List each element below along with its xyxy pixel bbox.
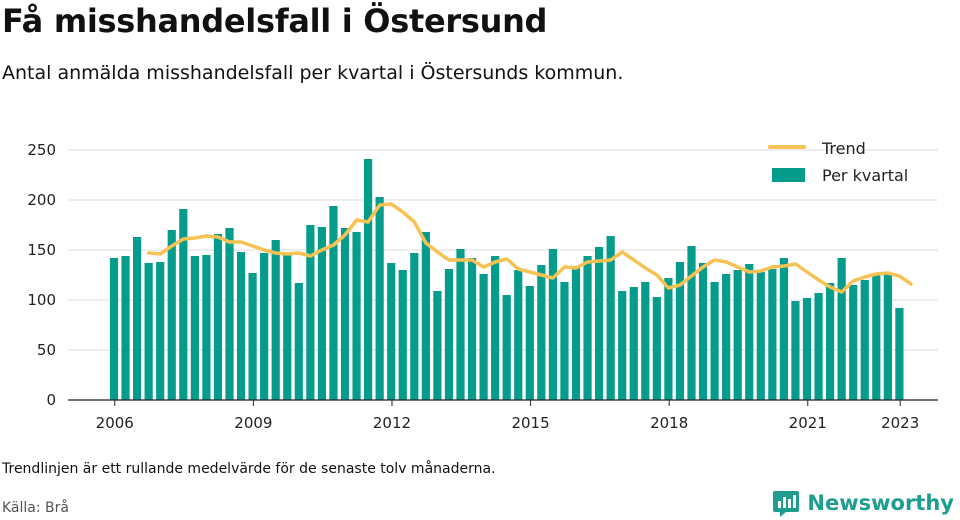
x-tick-label: 2009 bbox=[234, 414, 272, 432]
y-tick-label: 250 bbox=[27, 141, 56, 159]
bar bbox=[398, 270, 407, 400]
bar bbox=[352, 232, 361, 400]
bar bbox=[225, 228, 234, 400]
bar bbox=[652, 297, 661, 400]
bar bbox=[756, 272, 765, 400]
bar bbox=[745, 264, 754, 400]
trend-line-layer bbox=[146, 202, 913, 294]
bar bbox=[387, 263, 396, 400]
bar bbox=[133, 237, 142, 400]
trend-line bbox=[146, 202, 913, 294]
bar bbox=[606, 236, 615, 400]
bar bbox=[236, 252, 246, 400]
bar bbox=[514, 270, 523, 400]
legend-trend-swatch bbox=[768, 145, 806, 149]
bar bbox=[121, 256, 130, 400]
x-tick-label: 2023 bbox=[881, 414, 919, 432]
bar bbox=[722, 274, 731, 400]
bar bbox=[872, 275, 881, 400]
legend-bar-label: Per kvartal bbox=[822, 166, 908, 185]
bar bbox=[306, 225, 315, 400]
x-tick-label: 2015 bbox=[511, 414, 549, 432]
bar bbox=[583, 256, 592, 400]
bar bbox=[491, 256, 500, 400]
bar bbox=[849, 285, 858, 400]
axes: 0 50 100 150 200 250 2006 2009 2012 2015 2018 2021 2… bbox=[27, 141, 938, 432]
bar-chart: 0 50 100 150 200 250 2006 2009 2012 2015 2018 2021 2… bbox=[27, 139, 938, 432]
bar bbox=[571, 266, 581, 400]
bar bbox=[560, 282, 569, 400]
x-tick-label: 2018 bbox=[650, 414, 688, 432]
bar bbox=[190, 256, 199, 400]
bar bbox=[317, 227, 326, 400]
bar bbox=[260, 253, 269, 400]
legend-bar-swatch bbox=[772, 168, 805, 182]
y-tick-label: 150 bbox=[27, 241, 56, 259]
bar bbox=[814, 293, 823, 400]
bar bbox=[421, 232, 430, 400]
bar bbox=[595, 247, 604, 400]
x-tick-label: 2021 bbox=[789, 414, 827, 432]
bar bbox=[826, 283, 835, 400]
bar bbox=[456, 249, 465, 400]
bar bbox=[479, 274, 488, 400]
bar bbox=[340, 228, 350, 400]
y-tick-label: 100 bbox=[27, 291, 56, 309]
footnote: Trendlinjen är ett rullande medelvärde f… bbox=[2, 461, 496, 477]
source-label: Källa: Brå bbox=[2, 500, 69, 516]
bar bbox=[548, 249, 557, 400]
bar bbox=[202, 255, 211, 400]
bar bbox=[294, 283, 303, 400]
bar bbox=[329, 206, 338, 400]
bars bbox=[109, 159, 904, 400]
bar bbox=[444, 269, 454, 400]
x-tick-label: 2012 bbox=[373, 414, 411, 432]
bar bbox=[698, 263, 708, 400]
bar bbox=[537, 265, 546, 400]
legend-trend-label: Trend bbox=[821, 139, 866, 158]
bar bbox=[664, 278, 673, 400]
bar bbox=[618, 291, 627, 400]
bar bbox=[675, 262, 685, 400]
bar bbox=[860, 280, 869, 400]
bar bbox=[144, 263, 153, 400]
bar bbox=[883, 274, 892, 400]
bar bbox=[641, 282, 650, 400]
bar bbox=[802, 298, 812, 400]
bar bbox=[502, 295, 511, 400]
bar bbox=[710, 282, 719, 400]
bar bbox=[629, 287, 638, 400]
bar bbox=[895, 308, 904, 400]
bar bbox=[109, 258, 119, 400]
bar bbox=[156, 262, 165, 400]
brand-name: Newsworthy bbox=[807, 491, 954, 515]
chart-title: Få misshandelsfall i Östersund bbox=[2, 2, 548, 40]
bar bbox=[837, 258, 846, 400]
bar bbox=[733, 270, 742, 400]
bar bbox=[213, 234, 223, 400]
bar bbox=[410, 253, 419, 400]
bar bbox=[791, 301, 800, 400]
bar bbox=[271, 240, 280, 400]
bar bbox=[433, 291, 442, 400]
legend: Trend Per kvartal bbox=[768, 139, 908, 185]
bar bbox=[364, 159, 373, 400]
bar bbox=[687, 246, 696, 400]
y-tick-label: 0 bbox=[46, 391, 56, 409]
bar bbox=[179, 209, 188, 400]
bar bbox=[248, 273, 257, 400]
bar bbox=[167, 230, 176, 400]
brand-logo[interactable]: Newsworthy bbox=[771, 488, 954, 518]
newsworthy-logo-icon bbox=[773, 491, 800, 517]
bar bbox=[375, 197, 384, 400]
x-tick-label: 2006 bbox=[96, 414, 134, 432]
bar bbox=[768, 269, 777, 400]
bar bbox=[283, 254, 292, 400]
y-tick-label: 200 bbox=[27, 191, 56, 209]
bar bbox=[525, 286, 534, 400]
y-tick-label: 50 bbox=[37, 341, 56, 359]
chart-subtitle: Antal anmälda misshandelsfall per kvarta… bbox=[2, 62, 624, 84]
bar bbox=[779, 258, 788, 400]
bar bbox=[467, 258, 477, 400]
